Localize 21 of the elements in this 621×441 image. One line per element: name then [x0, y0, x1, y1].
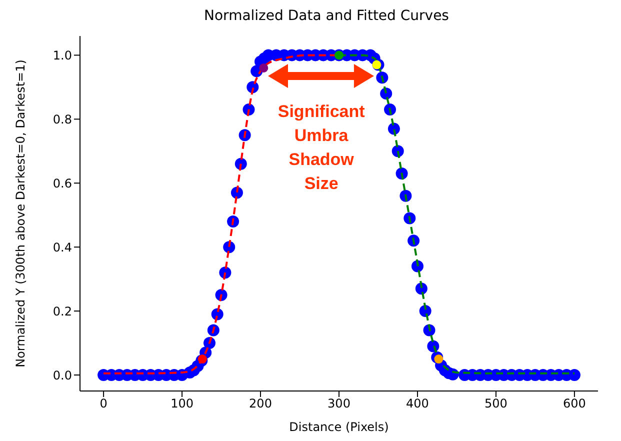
y-tick-label: 0.8: [52, 112, 72, 126]
chart-title: Normalized Data and Fitted Curves: [203, 8, 450, 26]
y-tick-label: 0.0: [52, 368, 72, 382]
point: [372, 60, 382, 70]
x-tick-label: 400: [406, 396, 429, 411]
x-tick-label: 200: [249, 396, 272, 411]
y-tick-label: 0.6: [52, 176, 72, 190]
point: [198, 354, 207, 364]
point: [259, 63, 268, 72]
x-tick-label: 600: [563, 396, 586, 411]
y-axis-title: Normalized Y (300th above Darkest=0, Darkest=1): [13, 60, 28, 368]
y-tick-label: 0.4: [52, 240, 72, 254]
y-tick-label: 1.0: [52, 48, 72, 62]
x-tick-label: 100: [170, 396, 194, 411]
x-axis-title: Distance (Pixels): [289, 420, 389, 434]
point: [434, 354, 444, 364]
x-tick-label: 0: [100, 396, 108, 411]
annotation: Significant Umbra Shadow Size: [276, 100, 366, 195]
x-tick-label: 500: [484, 396, 508, 411]
x-tick-label: 300: [328, 396, 350, 411]
y-tick-label: 0.2: [52, 304, 72, 318]
